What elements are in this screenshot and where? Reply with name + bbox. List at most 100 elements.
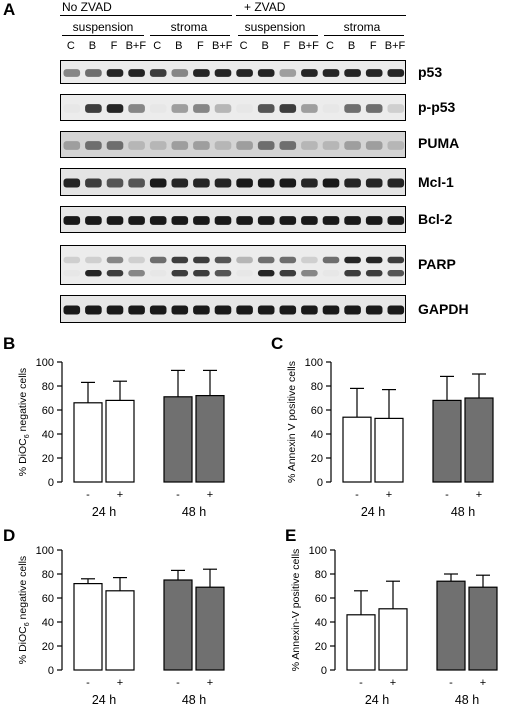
blot-band (193, 216, 210, 225)
group-label: 24 h (365, 693, 389, 707)
blot-band (171, 270, 189, 277)
blot-band (193, 256, 210, 264)
blot-band (171, 216, 189, 225)
lane-label: C (239, 40, 248, 52)
blot-band (279, 104, 297, 113)
bar (432, 399, 462, 483)
blot-band (214, 305, 232, 315)
bar (73, 582, 103, 671)
category-label: + (476, 489, 482, 501)
category-label: - (176, 677, 180, 689)
blot-band (257, 270, 275, 277)
group-label-suspension-2: suspension (244, 20, 306, 34)
y-tick-label: 100 (36, 545, 54, 557)
y-tick-label: 100 (309, 545, 327, 557)
blot-band (128, 141, 145, 150)
y-tick-label: 0 (48, 477, 54, 489)
chart-e: 0 20 40 60 80 100 % Annexin-V positive cells - +… (290, 545, 498, 707)
category-label: - (445, 489, 449, 501)
blot-band (85, 141, 102, 150)
blot-band (236, 305, 253, 315)
blot-band (214, 256, 232, 264)
blot-band (301, 104, 318, 113)
group-label: 48 h (182, 693, 206, 707)
category-label: + (117, 489, 123, 501)
blot-band (322, 104, 340, 113)
blot-band (236, 141, 253, 150)
blot-mcl-1 (60, 168, 406, 196)
y-tick-label: 100 (36, 357, 54, 369)
y-tick-label: 20 (311, 453, 323, 465)
blot-band (387, 141, 405, 150)
panel-c-letter: C (271, 334, 284, 353)
blot-band (128, 305, 145, 315)
blot-band (387, 256, 405, 264)
blot-band (171, 256, 189, 264)
treatment-label-zvad: + ZVAD (244, 0, 286, 14)
group-label: 48 h (455, 693, 479, 707)
blot-band (63, 141, 81, 150)
blot-band (387, 216, 405, 225)
blot-band (85, 69, 102, 77)
blot-band (279, 141, 297, 150)
blot-band (322, 305, 340, 315)
y-tick-label: 80 (42, 569, 54, 581)
treatment-bracket-zvad (236, 15, 406, 16)
protein-label-parp: PARP (418, 256, 456, 272)
blot-bcl-2 (60, 206, 406, 233)
blot-band (85, 256, 102, 264)
blot-band (236, 256, 253, 264)
blot-band (387, 69, 405, 77)
lane-label: B+F (212, 40, 233, 52)
blot-band (106, 270, 124, 277)
lane-label: B+F (125, 40, 147, 52)
bar (346, 614, 376, 671)
blot-band (344, 270, 361, 277)
y-tick-label: 40 (315, 617, 327, 629)
blot-band (106, 69, 124, 77)
lane-label: F (110, 40, 118, 52)
group-bracket-stroma-2 (324, 35, 404, 36)
category-label: + (390, 677, 396, 689)
blot-band (63, 69, 81, 77)
blot-band (149, 141, 167, 150)
blot-band (214, 270, 232, 277)
y-tick-label: 80 (42, 381, 54, 393)
group-label-stroma-1: stroma (170, 20, 208, 34)
blot-band (128, 256, 145, 264)
blot-band (193, 305, 210, 315)
treatment-bracket-no-zvad (60, 15, 232, 16)
chart-d: 0 20 40 60 80 100 % DiOC6 negative cells - + - +24… (17, 545, 225, 707)
blot-band (149, 216, 167, 225)
protein-label-puma: PUMA (418, 135, 460, 151)
bar (163, 396, 193, 483)
bar (73, 402, 103, 483)
blot-band (63, 256, 81, 264)
blot-band (214, 141, 232, 150)
group-label: 24 h (361, 505, 385, 519)
bar (464, 397, 494, 483)
protein-label-p53: p53 (418, 64, 443, 80)
blot-band (365, 104, 383, 113)
blot-band (344, 305, 361, 315)
panel-a-letter: A (3, 0, 16, 19)
y-axis-label: % DiOC6 negative cells (17, 556, 31, 664)
blot-band (322, 141, 340, 150)
blot-band (106, 305, 124, 315)
blot-band (193, 270, 210, 277)
category-label: - (86, 489, 90, 501)
y-tick-label: 80 (315, 569, 327, 581)
blot-band (322, 178, 340, 188)
blot-band (365, 305, 383, 315)
y-tick-label: 40 (311, 429, 323, 441)
panel-b-letter: B (3, 334, 16, 353)
y-tick-label: 80 (311, 381, 323, 393)
lane-label: F (197, 40, 204, 52)
blot-band (279, 256, 297, 264)
y-tick-label: 20 (42, 641, 54, 653)
group-bracket-suspension-2 (238, 35, 318, 36)
y-tick-label: 20 (42, 453, 54, 465)
y-tick-label: 60 (42, 405, 54, 417)
y-axis-label: % DiOC6 negative cells (17, 368, 31, 476)
bar (436, 580, 466, 671)
